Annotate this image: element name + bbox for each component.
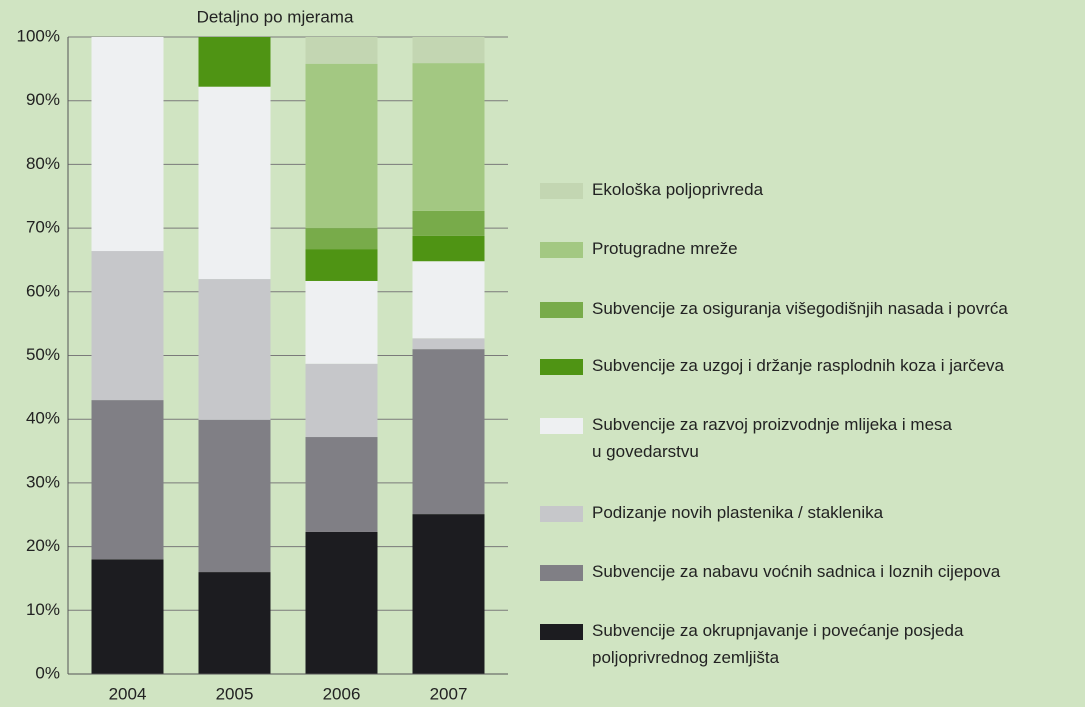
x-tick-label: 2007 <box>430 684 468 703</box>
bar-segment <box>305 437 378 532</box>
bar-segment <box>412 235 485 262</box>
legend-label: Subvencije za nabavu voćnih sadnica i lo… <box>592 562 1001 581</box>
y-tick-label: 40% <box>26 409 60 428</box>
legend-swatch <box>540 565 583 581</box>
y-tick-label: 30% <box>26 472 60 491</box>
x-tick-label: 2005 <box>216 684 254 703</box>
bar-segment <box>305 249 378 281</box>
y-tick-label: 0% <box>35 663 60 682</box>
y-tick-label: 100% <box>17 26 60 45</box>
y-tick-label: 60% <box>26 281 60 300</box>
legend-swatch <box>540 624 583 640</box>
bar-segment <box>91 400 164 560</box>
bar-segment <box>305 363 378 438</box>
legend-swatch <box>540 183 583 199</box>
bar-segment <box>412 37 485 64</box>
legend-label: Subvencije za okrupnjavanje i povećanje … <box>592 621 964 667</box>
bar-segment <box>305 228 378 250</box>
bar-segment <box>412 63 485 211</box>
legend-swatch <box>540 302 583 318</box>
legend-swatch <box>540 242 583 258</box>
y-tick-label: 20% <box>26 536 60 555</box>
bar-segment <box>91 251 164 401</box>
legend-swatch <box>540 418 583 434</box>
bar-segment <box>198 279 271 420</box>
bar-segment <box>305 63 378 229</box>
x-tick-label: 2006 <box>323 684 361 703</box>
bar-segment <box>305 280 378 364</box>
x-tick-label: 2004 <box>109 684 147 703</box>
legend-label: Subvencije za uzgoj i držanje rasplodnih… <box>592 356 1005 375</box>
legend-swatch <box>540 359 583 375</box>
chart-title: Detaljno po mjerama <box>197 7 354 26</box>
legend-label: Subvencije za razvoj proizvodnje mlijeka… <box>592 415 953 461</box>
y-tick-label: 10% <box>26 600 60 619</box>
bar-segment <box>412 514 485 674</box>
bar-segment <box>91 559 164 674</box>
bar-segment <box>412 349 485 515</box>
legend-swatch <box>540 506 583 522</box>
bar-segment <box>412 338 485 350</box>
bar-segment <box>91 37 164 252</box>
bar-segment <box>198 37 271 87</box>
legend-label: Podizanje novih plastenika / staklenika <box>592 503 884 522</box>
bar-segment <box>198 419 271 573</box>
y-tick-label: 50% <box>26 345 60 364</box>
bar-segment <box>412 261 485 339</box>
bar-segment <box>305 531 378 674</box>
y-tick-label: 90% <box>26 90 60 109</box>
y-tick-label: 70% <box>26 218 60 237</box>
legend-label: Subvencije za osiguranja višegodišnjih n… <box>592 299 1008 318</box>
bar-segment <box>198 86 271 280</box>
bar-segment <box>412 210 485 236</box>
legend-label: Protugradne mreže <box>592 239 738 258</box>
y-tick-label: 80% <box>26 154 60 173</box>
legend-label: Ekološka poljoprivreda <box>592 180 764 199</box>
bar-segment <box>305 37 378 64</box>
bar-segment <box>198 572 271 674</box>
